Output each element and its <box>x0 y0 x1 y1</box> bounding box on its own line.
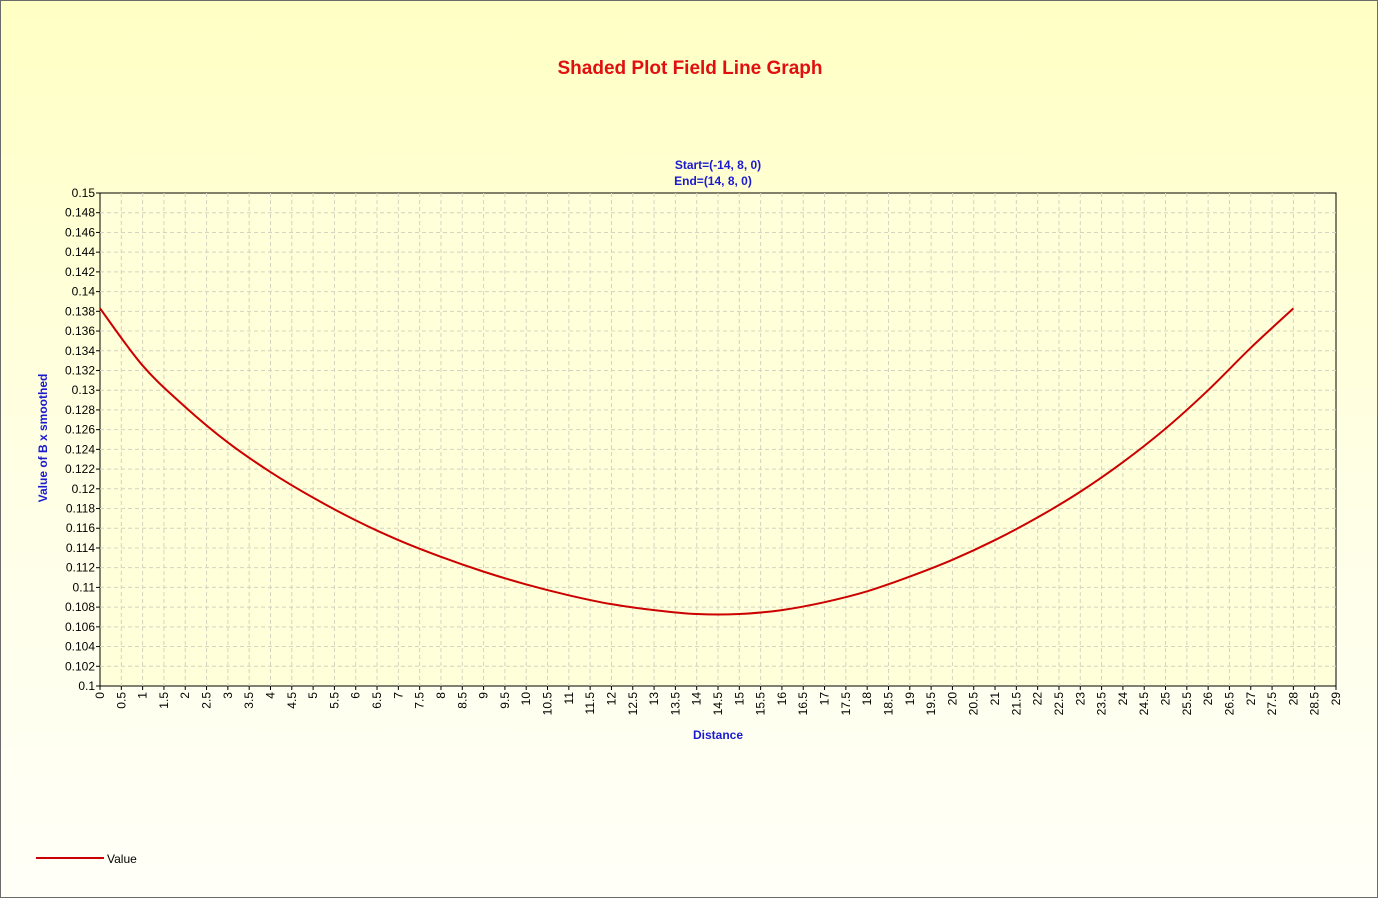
x-axis-label: Distance <box>693 728 743 742</box>
y-tick-label: 0.106 <box>65 620 95 634</box>
x-tick-label: 0.5 <box>114 692 128 709</box>
x-tick-label: 11.5 <box>583 692 597 715</box>
y-tick-label: 0.142 <box>65 265 95 279</box>
x-tick-label: 19 <box>903 692 917 706</box>
y-tick-label: 0.124 <box>65 442 95 456</box>
x-tick-label: 24.5 <box>1137 692 1151 716</box>
x-tick-label: 25 <box>1159 692 1173 706</box>
chart-subtitle-start: Start=(-14, 8, 0) <box>675 158 761 172</box>
series-layer <box>99 307 1295 616</box>
x-tick-label: 1 <box>136 692 150 699</box>
x-tick-label: 2.5 <box>200 692 214 709</box>
x-tick-label: 19.5 <box>924 692 938 716</box>
x-tick-label: 5.5 <box>327 692 341 709</box>
x-tick-label: 25.5 <box>1180 692 1194 716</box>
y-tick-label: 0.126 <box>65 423 95 437</box>
legend: Value <box>36 852 137 866</box>
x-tick-label: 20 <box>945 692 959 706</box>
y-tick-label: 0.108 <box>65 600 95 614</box>
y-tick-label: 0.14 <box>72 285 96 299</box>
x-tick-label: 22 <box>1031 692 1045 706</box>
x-tick-label: 20.5 <box>967 692 981 716</box>
y-tick-label: 0.122 <box>65 462 95 476</box>
x-tick-label: 11 <box>562 692 576 705</box>
x-tick-label: 27.5 <box>1265 692 1279 716</box>
x-tick-label: 7.5 <box>413 692 427 709</box>
x-tick-label: 2 <box>178 692 192 699</box>
x-tick-label: 1.5 <box>157 692 171 709</box>
series-line-value <box>99 307 1295 616</box>
x-tick-label: 12 <box>604 692 618 706</box>
x-tick-label: 29 <box>1329 692 1343 706</box>
y-tick-label: 0.132 <box>65 363 95 377</box>
x-tick-label: 28.5 <box>1308 692 1322 716</box>
y-tick-label: 0.102 <box>65 659 95 673</box>
x-tick-label: 8 <box>434 692 448 699</box>
x-tick-label: 21 <box>988 692 1002 706</box>
x-tick-label: 21.5 <box>1009 692 1023 716</box>
y-axis-label: Value of B x smoothed <box>36 374 50 503</box>
x-tick-label: 7 <box>391 692 405 699</box>
legend-label-value: Value <box>107 852 137 866</box>
x-tick-label: 6.5 <box>370 692 384 709</box>
x-tick-label: 6 <box>349 692 363 699</box>
x-tick-label: 14.5 <box>711 692 725 716</box>
y-tick-label: 0.15 <box>72 186 96 200</box>
x-tick-label: 15.5 <box>754 692 768 716</box>
x-tick-label: 26.5 <box>1222 692 1236 716</box>
x-tick-label: 27 <box>1244 692 1258 706</box>
y-tick-label: 0.138 <box>65 304 95 318</box>
x-tick-label: 17 <box>818 692 832 706</box>
axis-ticks: 0 0.5 1 1.5 2 2.5 3 3.5 4 4.5 5 5.5 6 6.5 7 7.5 8 8.5 9 9.5… <box>65 186 1343 715</box>
x-tick-label: 9 <box>477 692 491 699</box>
x-tick-label: 18.5 <box>881 692 895 716</box>
y-tick-label: 0.112 <box>66 561 95 575</box>
x-tick-label: 23.5 <box>1095 692 1109 716</box>
y-tick-label: 0.114 <box>66 541 95 555</box>
x-tick-label: 12.5 <box>626 692 640 716</box>
y-tick-label: 0.116 <box>66 521 95 535</box>
x-tick-label: 4 <box>263 692 277 699</box>
x-tick-label: 10.5 <box>541 692 555 716</box>
y-tick-label: 0.128 <box>65 403 95 417</box>
y-tick-label: 0.1 <box>78 679 95 693</box>
x-tick-label: 15 <box>732 692 746 706</box>
x-tick-label: 9.5 <box>498 692 512 709</box>
y-tick-label: 0.144 <box>65 245 95 259</box>
y-tick-label: 0.134 <box>65 344 95 358</box>
x-tick-label: 23 <box>1073 692 1087 706</box>
y-tick-label: 0.118 <box>66 502 95 516</box>
x-tick-label: 13.5 <box>668 692 682 716</box>
x-tick-label: 16 <box>775 692 789 706</box>
x-tick-label: 3.5 <box>242 692 256 709</box>
x-tick-label: 8.5 <box>455 692 469 709</box>
grid-lines <box>100 193 1336 686</box>
x-tick-label: 24 <box>1116 692 1130 706</box>
x-tick-label: 17.5 <box>839 692 853 716</box>
x-tick-label: 0 <box>93 692 107 699</box>
y-tick-label: 0.12 <box>72 482 96 496</box>
y-tick-label: 0.13 <box>72 383 96 397</box>
x-tick-label: 14 <box>690 692 704 706</box>
x-tick-label: 3 <box>221 692 235 699</box>
chart-title: Shaded Plot Field Line Graph <box>558 58 823 79</box>
y-tick-label: 0.104 <box>65 640 95 654</box>
chart-subtitle-end: End=(14, 8, 0) <box>674 174 752 188</box>
x-tick-label: 10 <box>519 692 533 706</box>
x-tick-label: 16.5 <box>796 692 810 716</box>
y-tick-label: 0.11 <box>73 580 96 594</box>
y-tick-label: 0.148 <box>65 206 95 220</box>
y-tick-label: 0.146 <box>65 225 95 239</box>
y-tick-label: 0.136 <box>65 324 95 338</box>
x-tick-label: 4.5 <box>285 692 299 709</box>
x-tick-label: 22.5 <box>1052 692 1066 716</box>
x-tick-label: 5 <box>306 692 320 699</box>
x-tick-label: 13 <box>647 692 661 706</box>
x-tick-label: 28 <box>1286 692 1300 706</box>
x-tick-label: 18 <box>860 692 874 706</box>
x-tick-label: 26 <box>1201 692 1215 706</box>
